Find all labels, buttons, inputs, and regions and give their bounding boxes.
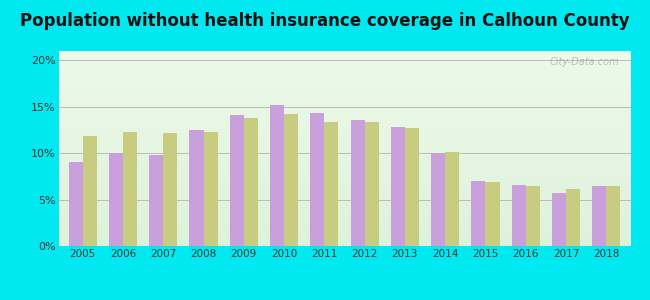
Bar (123, 132, 137, 246)
Bar (163, 133, 177, 246)
Bar (566, 189, 580, 246)
Bar (552, 193, 566, 246)
Bar (324, 122, 339, 246)
Bar (592, 186, 606, 246)
Bar (244, 118, 258, 246)
Bar (284, 114, 298, 246)
Bar (310, 113, 324, 246)
Bar (83, 136, 97, 246)
Text: Population without health insurance coverage in Calhoun County: Population without health insurance cove… (20, 12, 630, 30)
Bar (189, 130, 203, 246)
Bar (270, 105, 284, 246)
Bar (471, 181, 486, 246)
Bar (405, 128, 419, 246)
Bar (391, 127, 405, 246)
Bar (486, 182, 500, 246)
Bar (606, 186, 621, 246)
Bar (431, 153, 445, 246)
Bar (445, 152, 460, 246)
Bar (229, 115, 244, 246)
Bar (68, 161, 83, 246)
Bar (109, 153, 123, 246)
Bar (350, 120, 365, 246)
Text: City-Data.com: City-Data.com (549, 57, 619, 67)
Bar (149, 155, 163, 246)
Bar (203, 132, 218, 246)
Bar (526, 186, 540, 246)
Bar (365, 122, 379, 246)
Bar (512, 185, 526, 246)
